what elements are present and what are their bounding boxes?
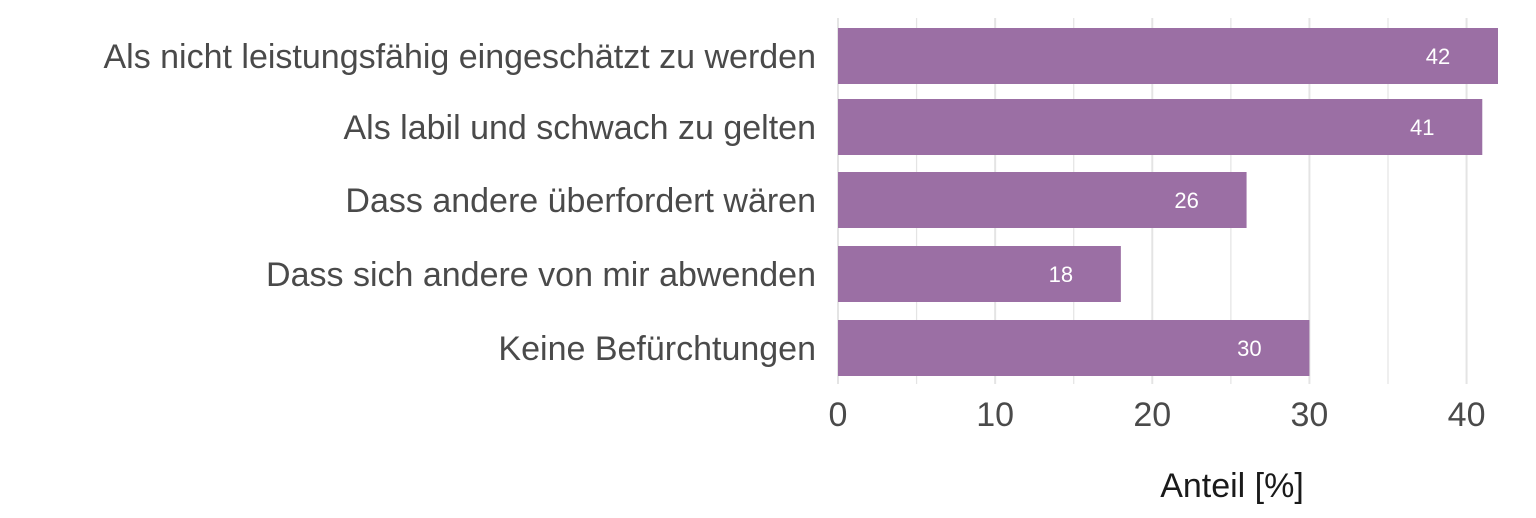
bars-group: 42 41 26 18 30 [838, 28, 1498, 376]
x-axis-title: Anteil [%] [1160, 467, 1304, 505]
bar [838, 172, 1247, 228]
x-tick-label: 10 [976, 396, 1014, 434]
category-label: Dass sich andere von mir abwenden [266, 256, 816, 294]
x-tick-labels: 0 10 20 30 40 [829, 396, 1486, 434]
bar [838, 320, 1310, 376]
category-labels: Als nicht leistungsfähig eingeschätzt zu… [103, 38, 816, 368]
bar-value-label: 42 [1426, 44, 1450, 69]
bar-value-label: 18 [1049, 262, 1073, 287]
bar-value-label: 26 [1174, 188, 1198, 213]
category-label: Dass andere überfordert wären [345, 182, 816, 220]
x-tick-label: 20 [1133, 396, 1171, 434]
x-tick-label: 40 [1448, 396, 1486, 434]
category-label: Als nicht leistungsfähig eingeschätzt zu… [103, 38, 816, 76]
category-label: Als labil und schwach zu gelten [344, 109, 817, 147]
bar [838, 28, 1498, 84]
bar [838, 99, 1483, 155]
x-tick-label: 30 [1291, 396, 1329, 434]
x-tick-label: 0 [829, 396, 848, 434]
bar-value-label: 41 [1410, 115, 1434, 140]
category-label: Keine Befürchtungen [498, 330, 816, 368]
bar-value-label: 30 [1237, 336, 1261, 361]
bar [838, 246, 1121, 302]
